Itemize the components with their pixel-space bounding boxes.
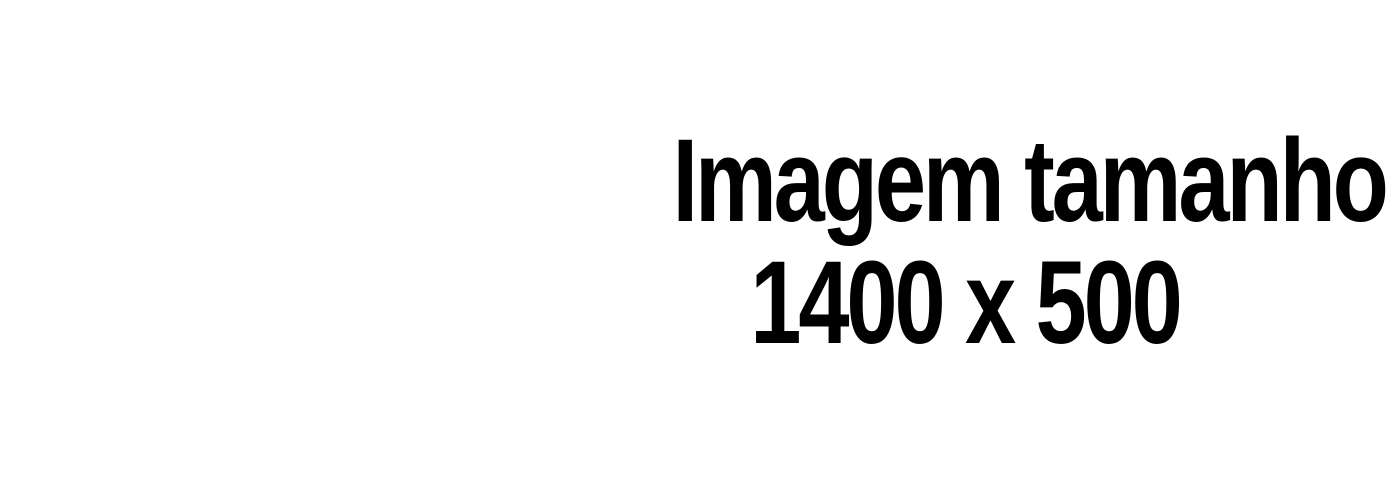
placeholder-caption-line-1: Imagem tamanho	[672, 115, 1389, 247]
placeholder-caption-line-2: 1400 x 500	[750, 237, 1183, 369]
placeholder-text-block: Imagem tamanho 1400 x 500	[590, 115, 1389, 369]
